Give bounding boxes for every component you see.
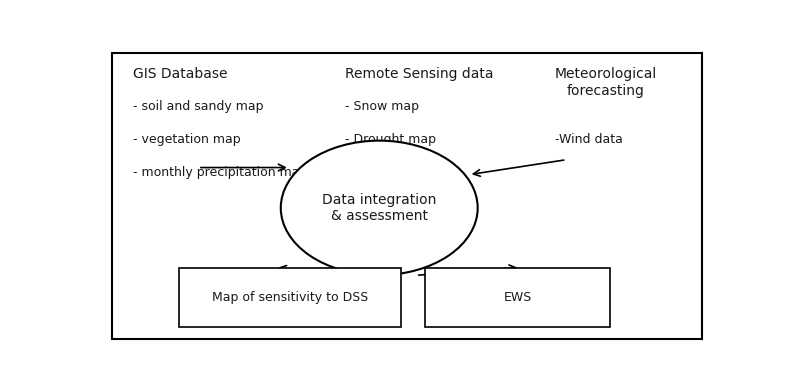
Text: - Snow map: - Snow map bbox=[345, 100, 419, 113]
Text: - vegetation map: - vegetation map bbox=[133, 133, 241, 146]
Text: - soil and sandy map: - soil and sandy map bbox=[133, 100, 264, 113]
Text: Remote Sensing data: Remote Sensing data bbox=[345, 68, 494, 81]
Text: Map of sensitivity to DSS: Map of sensitivity to DSS bbox=[212, 291, 368, 304]
Text: EWS: EWS bbox=[503, 291, 532, 304]
Text: - LST map: - LST map bbox=[345, 166, 408, 179]
Bar bbox=[426, 268, 610, 327]
Text: Meteorological
forecasting: Meteorological forecasting bbox=[554, 68, 657, 98]
FancyBboxPatch shape bbox=[111, 52, 702, 340]
Text: - monthly precipitation map: - monthly precipitation map bbox=[133, 166, 307, 179]
Ellipse shape bbox=[281, 140, 478, 275]
Text: GIS Database: GIS Database bbox=[133, 68, 228, 81]
Text: Data integration
& assessment: Data integration & assessment bbox=[322, 193, 437, 223]
Bar bbox=[179, 268, 401, 327]
Text: - Drought map: - Drought map bbox=[345, 133, 437, 146]
Text: -Wind data: -Wind data bbox=[554, 133, 622, 146]
